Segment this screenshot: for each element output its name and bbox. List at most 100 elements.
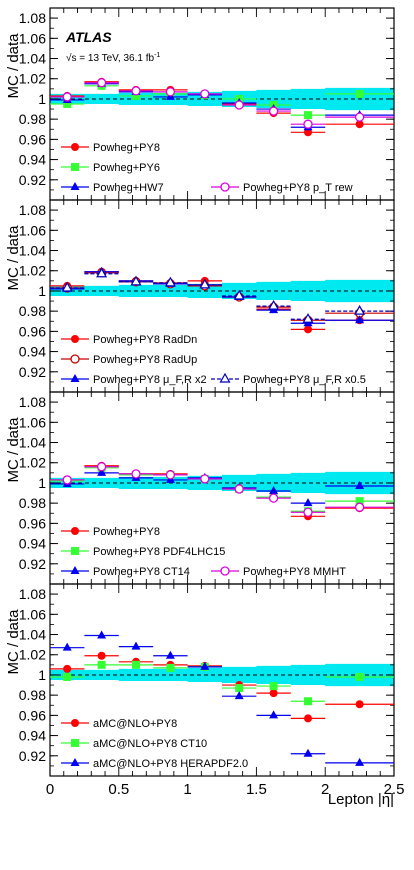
data-point [234,100,244,110]
y-axis-label: MC / data [5,609,22,675]
legend: aMC@NLO+PY8 aMC@NLO+PY8 CT10 aMC@NLO+PY8 H… [61,718,248,770]
data-point [235,684,244,693]
y-tick-label: 0.98 [19,303,46,319]
y-tick-label: 1.08 [19,394,46,410]
data-point [97,467,107,476]
legend-entry: Powheg+PY6 [93,162,160,174]
y-tick-label: 0.92 [19,172,46,188]
series-amc-nlo-py8-ct10 [50,660,394,706]
y-tick-label: 1.02 [19,71,46,87]
y-tick-label: 0.98 [19,495,46,511]
legend-marker [70,374,80,382]
data-point [355,700,364,709]
legend-entry: aMC@NLO+PY8 [93,718,177,730]
data-point [302,313,314,323]
x-tick-label: 0.5 [108,781,129,798]
data-point [200,474,210,484]
energy-label: √s = 13 TeV, 36.1 fb-1 [66,52,160,64]
data-point [63,672,72,681]
y-tick-label: 1.02 [19,455,46,471]
data-point [131,86,141,96]
y-tick-label: 1 [38,283,46,299]
data-point [268,493,279,503]
data-point [234,484,244,494]
data-point [130,275,142,286]
panels: 0.92 0.94 0.96 0.98 1 1.02 1.04 1.06 1.08 MC / da… [5,7,404,798]
y-tick-label: 1.06 [19,30,46,46]
data-point [269,486,279,495]
y-tick-label: 1.02 [19,647,46,663]
data-point [97,660,106,669]
series-powheg-py8-mmht [50,462,394,517]
legend-entry: aMC@NLO+PY8 HERAPDF2.0 [93,758,248,770]
data-point [234,691,244,700]
y-tick-label: 0.96 [19,707,46,723]
y-tick-label: 0.94 [19,344,46,360]
data-point [355,315,365,324]
y-tick-label: 1.04 [19,243,46,259]
x-axis-label: Lepton |η| [328,791,394,808]
panel-frame [49,583,395,777]
x-tick-label: 1 [183,781,191,798]
data-point [200,89,210,99]
y-tick-label: 1.06 [19,606,46,622]
data-point [304,714,312,723]
data-point [96,462,107,472]
y-tick-label: 0.92 [19,556,46,572]
data-point [96,267,108,278]
y-tick-label: 0.94 [19,152,46,168]
y-tick-label: 1 [38,91,46,107]
data-point [62,475,72,485]
legend-marker [220,182,230,192]
y-tick-label: 0.98 [19,111,46,127]
y-axis-label: MC / data [5,417,22,483]
data-point [354,502,365,512]
y-tick-label: 1 [38,667,46,683]
y-tick-label: 1 [38,475,46,491]
legend-marker [71,739,79,747]
data-point [304,111,312,120]
data-point [304,128,312,137]
y-tick-label: 1.08 [19,10,46,26]
data-point [268,299,280,310]
experiment-label: ATLAS [65,29,112,45]
data-point [165,87,176,97]
data-point [165,650,175,659]
data-point [63,664,72,673]
legend: Powheg+PY8 Powheg+PY6 Powheg+HW7 Powheg+PY8… [61,142,353,194]
legend-marker [71,143,79,151]
legend-marker [220,566,230,576]
data-point [303,748,313,757]
legend-entry: Powheg+PY8 RadDn [93,334,197,346]
data-point [303,119,313,129]
data-point [166,663,175,672]
y-tick-label: 0.96 [19,515,46,531]
y-tick-label: 1.04 [19,435,46,451]
legend-entry: Powheg+HW7 [93,182,164,194]
legend-entry: Powheg+PY8 [93,142,160,154]
data-point [355,480,365,489]
data-point [268,106,279,116]
data-point [303,498,313,507]
y-tick-label: 1.08 [19,202,46,218]
data-point [63,100,72,108]
legend-marker [70,566,80,574]
data-point [355,672,364,681]
data-point [355,120,364,129]
data-point [62,92,72,102]
data-point [354,112,365,122]
data-point [96,78,107,88]
legend: Powheg+PY8 Powheg+PY8 PDF4LHC15 Powheg+PY8… [61,526,346,578]
legend-marker [70,758,80,766]
legend-entry: Powheg+PY8 PDF4LHC15 [93,546,225,558]
data-point [97,651,106,660]
data-point [269,682,278,691]
ratio-panel-3: 0.92 0.94 0.96 0.98 1 1.02 1.04 1.06 1.08 MC / da… [5,391,395,585]
y-tick-label: 0.92 [19,364,46,380]
legend-entry: Powheg+PY8 μ_F,R x2 [93,374,207,386]
data-point [131,469,141,479]
y-tick-label: 1.04 [19,627,46,643]
y-tick-label: 1.08 [19,586,46,602]
data-point [233,289,245,300]
